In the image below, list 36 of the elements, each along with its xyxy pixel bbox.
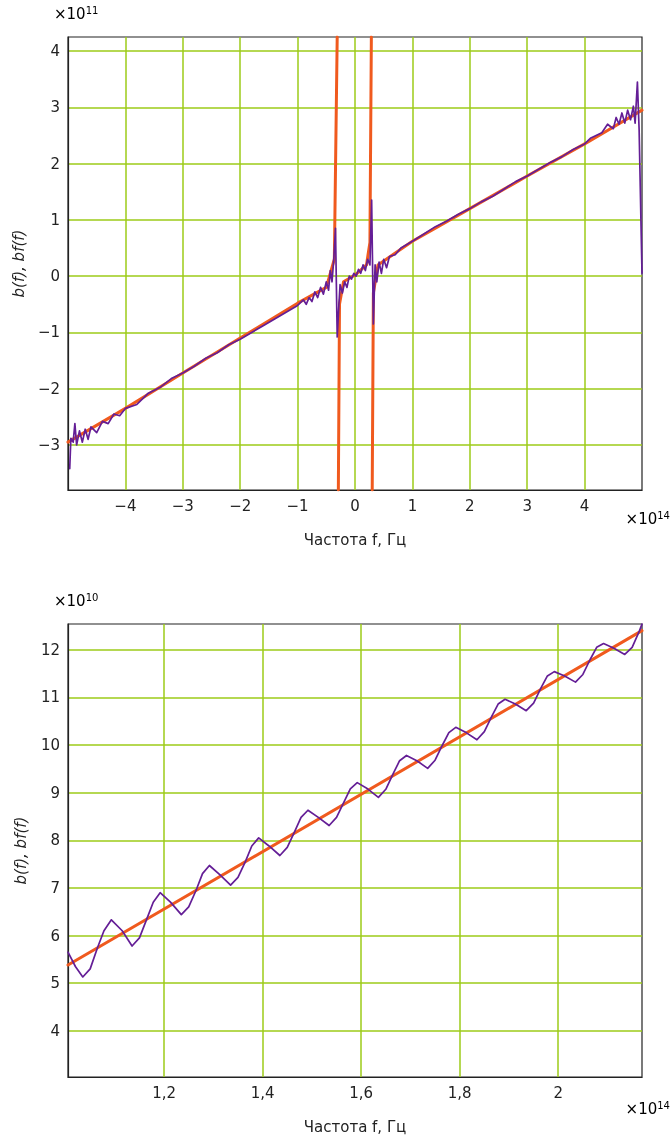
x-axis-title: Частота f, Гц	[303, 1117, 407, 1136]
x-tick-label: −2	[229, 496, 252, 515]
x-tick-label: −1	[286, 496, 309, 515]
y-tick-label: 7	[50, 878, 60, 897]
x-tick-label: 1,4	[250, 1083, 275, 1102]
y-tick-label: 3	[50, 98, 60, 117]
y-tick-label: −2	[37, 379, 60, 398]
x-tick-label: −3	[171, 496, 194, 515]
y-axis-title: b(f), bf(f)	[11, 816, 30, 885]
y-tick-label: 1	[50, 210, 60, 229]
x-tick-label: 2	[465, 496, 475, 515]
x-tick-label: 0	[350, 496, 360, 515]
y-tick-label: 11	[40, 688, 60, 707]
x-tick-label: 1,8	[447, 1083, 472, 1102]
x-tick-label: 4	[579, 496, 590, 515]
y-tick-label: 4	[50, 1021, 60, 1040]
x-tick-label: 2	[553, 1083, 564, 1102]
y-axis-title: b(f), bf(f)	[10, 229, 29, 298]
x-tick-label: 3	[522, 496, 532, 515]
y-tick-label: 9	[50, 783, 60, 802]
y-tick-label: 4	[50, 42, 60, 61]
x-tick-label: 1,6	[349, 1083, 374, 1102]
y-tick-label: −3	[37, 435, 60, 454]
line-series	[68, 81, 643, 470]
y-tick-label: 12	[40, 640, 60, 659]
y-tick-label: −1	[37, 323, 60, 342]
y-tick-label: 10	[40, 735, 60, 754]
x-axis-title: Частота f, Гц	[303, 530, 407, 549]
x-tick-label: −4	[114, 496, 137, 515]
y-tick-label: 0	[50, 267, 60, 286]
x-tick-label: 1	[407, 496, 418, 515]
y-tick-label: 6	[50, 926, 60, 945]
y-tick-label: 5	[50, 974, 60, 993]
x-tick-label: 1,2	[152, 1083, 177, 1102]
y-tick-label: 8	[50, 831, 60, 850]
y-tick-label: 2	[50, 154, 60, 173]
